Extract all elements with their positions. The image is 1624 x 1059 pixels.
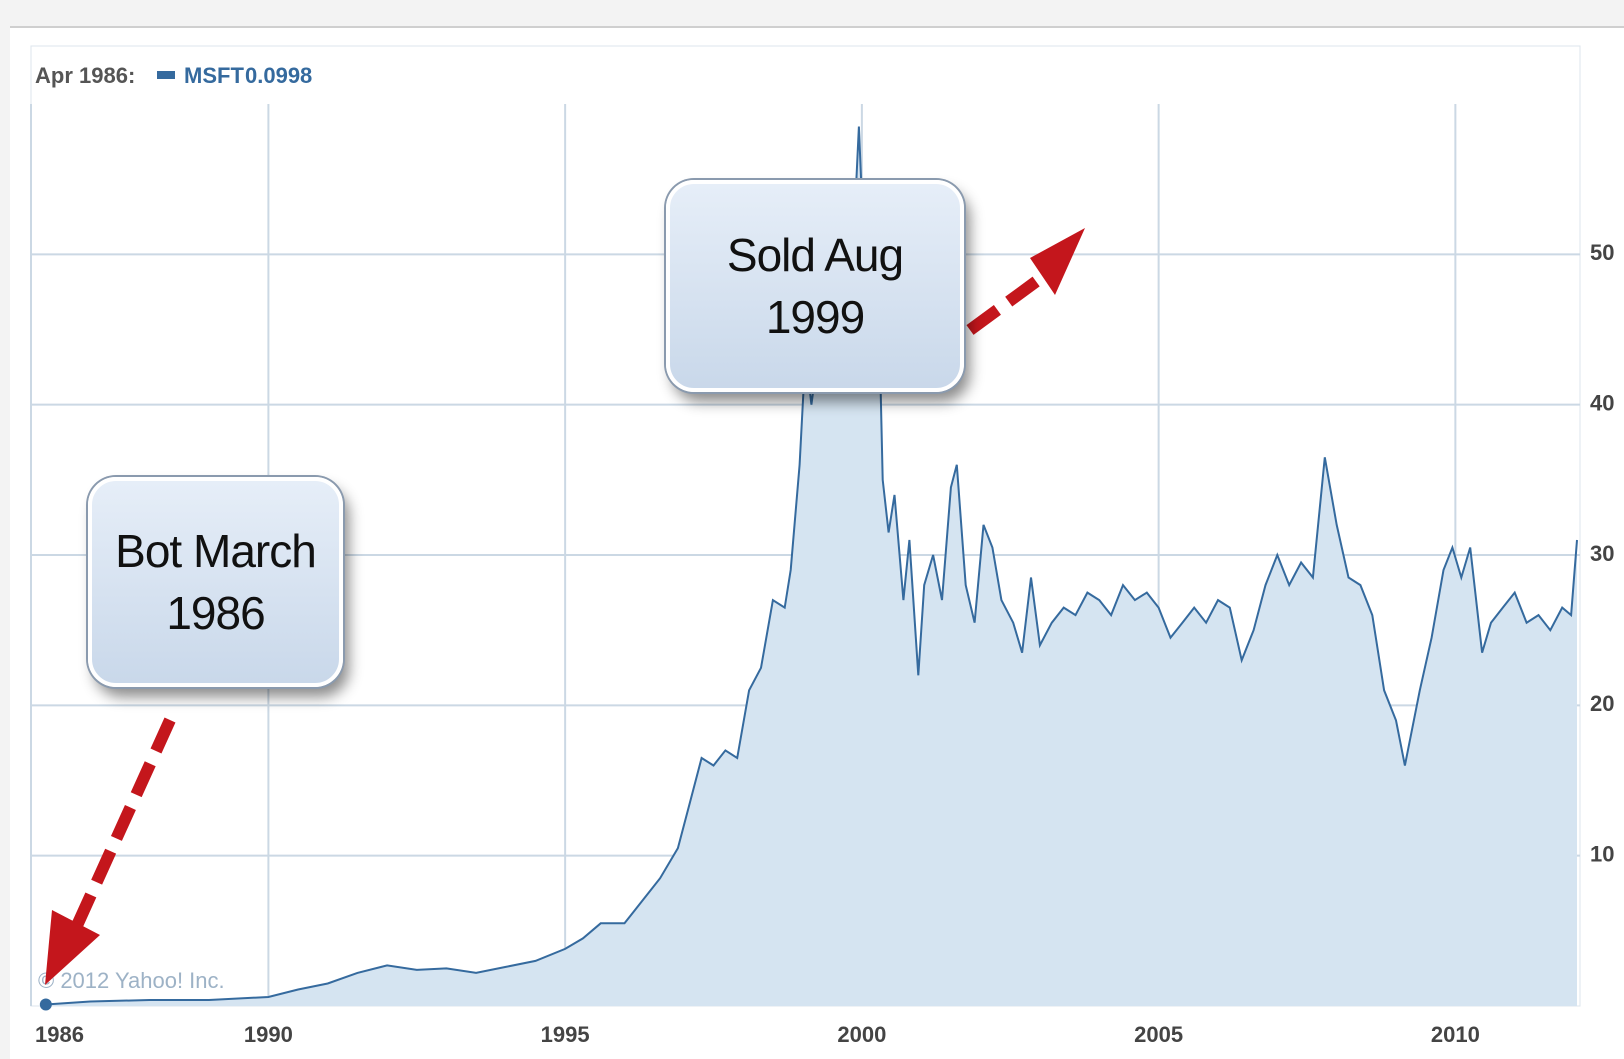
- hover-date: Apr 1986:: [35, 63, 135, 88]
- arrows: [69, 270, 1049, 933]
- hover-value: 0.0998: [245, 63, 312, 88]
- arrow-head: [45, 910, 100, 985]
- y-tick-label: 30: [1590, 541, 1614, 566]
- arrow-head: [1030, 228, 1085, 295]
- x-tick-label: 1990: [244, 1022, 293, 1047]
- line: [45, 126, 1578, 1006]
- x-tick-label: 2000: [837, 1022, 886, 1047]
- x-tick-label: 2010: [1431, 1022, 1480, 1047]
- annotation: Bot March 1986: [88, 477, 343, 687]
- x-tick-label: 1995: [541, 1022, 590, 1047]
- annotation: Sold Aug 1999: [666, 180, 964, 392]
- y-tick-label: 40: [1590, 390, 1614, 415]
- plot: 10 20 30 40 50 1986 1990 1995 2000 2005 2010: [30, 104, 1614, 1047]
- legend-swatch: [157, 71, 175, 79]
- y-tick-label: 10: [1590, 841, 1614, 866]
- arrow-bot: [69, 717, 176, 933]
- legend-name: MSFT: [184, 63, 244, 88]
- x-tick-label: 2005: [1134, 1022, 1183, 1047]
- x-tick-label: 1986: [35, 1022, 84, 1047]
- area: [45, 126, 1577, 1007]
- y-tick-label: 50: [1590, 240, 1614, 265]
- arrow-sold: [966, 270, 1049, 335]
- y-tick-label: 20: [1590, 691, 1614, 716]
- hover-point: [39, 998, 52, 1011]
- copyright: © 2012 Yahoo! Inc.: [38, 968, 225, 993]
